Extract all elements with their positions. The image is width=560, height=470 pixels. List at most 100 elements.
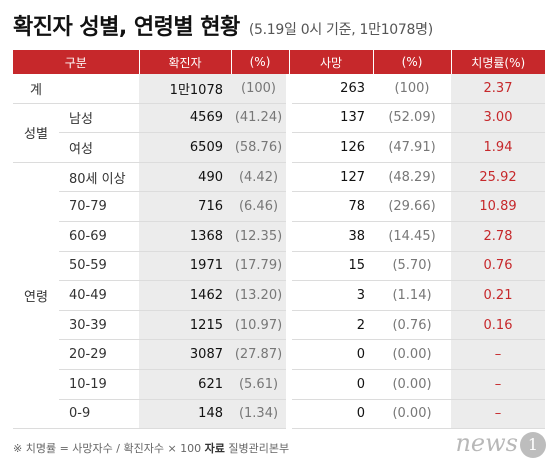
fatality-cell: 1.94 <box>451 132 545 163</box>
table-row: 60-69 1368 (12.35) 38 (14.45) 2.78 <box>13 221 545 252</box>
deaths-pct-cell: (0.00) <box>373 369 451 400</box>
footnote-source: 질병관리본부 <box>228 442 290 455</box>
table-row: 연령 80세 이상 490 (4.42) 127 (48.29) 25.92 <box>13 162 545 430</box>
group-label-age: 연령 <box>13 162 59 430</box>
deaths-pct-cell: (52.09) <box>373 103 451 134</box>
deaths-pct-cell: (48.29) <box>373 162 451 193</box>
deaths-pct-cell: (29.66) <box>373 191 451 222</box>
header-deaths: 사망 <box>289 50 374 74</box>
deaths-cell: 3 <box>286 280 373 311</box>
table-row: 계 1만1078 (100) 263 (100) 2.37 <box>13 74 545 104</box>
table-row: 20-29 3087 (27.87) 0 (0.00) – <box>13 339 545 370</box>
confirmed-pct-cell: (4.42) <box>231 162 289 193</box>
page-subtitle: (5.19일 0시 기준, 1만1078명) <box>248 22 433 38</box>
fatality-cell: 0.76 <box>451 251 545 282</box>
confirmed-cell: 621 <box>139 369 231 400</box>
confirmed-cell: 4569 <box>139 103 231 134</box>
confirmed-cell: 716 <box>139 191 231 222</box>
confirmed-pct-cell: (13.20) <box>231 280 289 311</box>
confirmed-pct-cell: (10.97) <box>231 310 289 341</box>
confirmed-pct-cell: (5.61) <box>231 369 289 400</box>
row-label: 40-49 <box>59 280 139 311</box>
page-title: 확진자 성별, 연령별 현황 <box>13 15 240 40</box>
fatality-cell: – <box>451 369 545 400</box>
news1-logo: news 1 <box>455 429 546 458</box>
confirmed-cell: 6509 <box>139 132 231 163</box>
stats-table: 구분 확진자 (%) 사망 (%) 치명률(%) 계 1만1078 (100) … <box>13 50 545 430</box>
fatality-cell: 2.37 <box>451 74 545 104</box>
deaths-cell: 15 <box>286 251 373 282</box>
deaths-pct-cell: (0.76) <box>373 310 451 341</box>
row-label <box>59 74 139 104</box>
confirmed-cell: 490 <box>139 162 231 193</box>
table-row: 0-9 148 (1.34) 0 (0.00) – <box>13 399 545 430</box>
row-label: 남성 <box>59 103 139 134</box>
confirmed-pct-cell: (41.24) <box>231 103 289 134</box>
confirmed-cell: 3087 <box>139 339 231 370</box>
deaths-cell: 78 <box>286 191 373 222</box>
confirmed-cell: 148 <box>139 399 231 430</box>
fatality-cell: 0.21 <box>451 280 545 311</box>
table-header-row: 구분 확진자 (%) 사망 (%) 치명률(%) <box>13 50 545 74</box>
fatality-cell: 10.89 <box>451 191 545 222</box>
footnote: ※ 치명률 = 사망자수 / 확진자수 × 100 자료 질병관리본부 <box>13 440 289 456</box>
table-row: 70-79 716 (6.46) 78 (29.66) 10.89 <box>13 191 545 222</box>
table-row: 10-19 621 (5.61) 0 (0.00) – <box>13 369 545 400</box>
deaths-pct-cell: (14.45) <box>373 221 451 252</box>
table-row: 40-49 1462 (13.20) 3 (1.14) 0.21 <box>13 280 545 311</box>
deaths-cell: 263 <box>286 74 373 104</box>
table-row: 여성 6509 (58.76) 126 (47.91) 1.94 <box>13 132 545 163</box>
header-category: 구분 <box>13 50 140 74</box>
title-area: 확진자 성별, 연령별 현황 (5.19일 0시 기준, 1만1078명) <box>13 9 433 41</box>
header-deaths-pct: (%) <box>373 50 452 74</box>
deaths-pct-cell: (0.00) <box>373 399 451 430</box>
row-label: 70-79 <box>59 191 139 222</box>
confirmed-pct-cell: (17.79) <box>231 251 289 282</box>
confirmed-pct-cell: (58.76) <box>231 132 289 163</box>
confirmed-cell: 1462 <box>139 280 231 311</box>
fatality-cell: 25.92 <box>451 162 545 193</box>
footnote-source-label: 자료 <box>204 442 225 455</box>
logo-badge: 1 <box>520 431 546 458</box>
header-confirmed-pct: (%) <box>231 50 290 74</box>
fatality-cell: – <box>451 339 545 370</box>
row-label: 30-39 <box>59 310 139 341</box>
row-label: 60-69 <box>59 221 139 252</box>
deaths-pct-cell: (47.91) <box>373 132 451 163</box>
confirmed-cell: 1971 <box>139 251 231 282</box>
fatality-cell: 0.16 <box>451 310 545 341</box>
fatality-cell: 3.00 <box>451 103 545 134</box>
deaths-cell: 137 <box>286 103 373 134</box>
deaths-pct-cell: (1.14) <box>373 280 451 311</box>
confirmed-pct-cell: (27.87) <box>231 339 289 370</box>
deaths-cell: 0 <box>286 399 373 430</box>
row-label: 80세 이상 <box>59 162 139 193</box>
confirmed-pct-cell: (100) <box>231 74 289 104</box>
confirmed-pct-cell: (1.34) <box>231 399 289 430</box>
row-label: 10-19 <box>59 369 139 400</box>
confirmed-pct-cell: (6.46) <box>231 191 289 222</box>
group-label-total: 계 <box>13 74 59 104</box>
deaths-cell: 0 <box>286 339 373 370</box>
confirmed-cell: 1만1078 <box>139 74 231 104</box>
deaths-pct-cell: (0.00) <box>373 339 451 370</box>
deaths-cell: 127 <box>286 162 373 193</box>
table-row: 30-39 1215 (10.97) 2 (0.76) 0.16 <box>13 310 545 341</box>
deaths-pct-cell: (5.70) <box>373 251 451 282</box>
deaths-pct-cell: (100) <box>373 74 451 104</box>
row-label: 50-59 <box>59 251 139 282</box>
fatality-cell: – <box>451 399 545 430</box>
row-label: 0-9 <box>59 399 139 430</box>
logo-text: news <box>455 429 518 457</box>
header-fatality: 치명률(%) <box>451 50 545 74</box>
deaths-cell: 0 <box>286 369 373 400</box>
deaths-cell: 2 <box>286 310 373 341</box>
fatality-cell: 2.78 <box>451 221 545 252</box>
table-row: 50-59 1971 (17.79) 15 (5.70) 0.76 <box>13 251 545 282</box>
header-confirmed: 확진자 <box>139 50 232 74</box>
row-label: 여성 <box>59 132 139 163</box>
confirmed-pct-cell: (12.35) <box>231 221 289 252</box>
group-label-gender: 성별 <box>13 103 59 163</box>
confirmed-cell: 1368 <box>139 221 231 252</box>
deaths-cell: 38 <box>286 221 373 252</box>
